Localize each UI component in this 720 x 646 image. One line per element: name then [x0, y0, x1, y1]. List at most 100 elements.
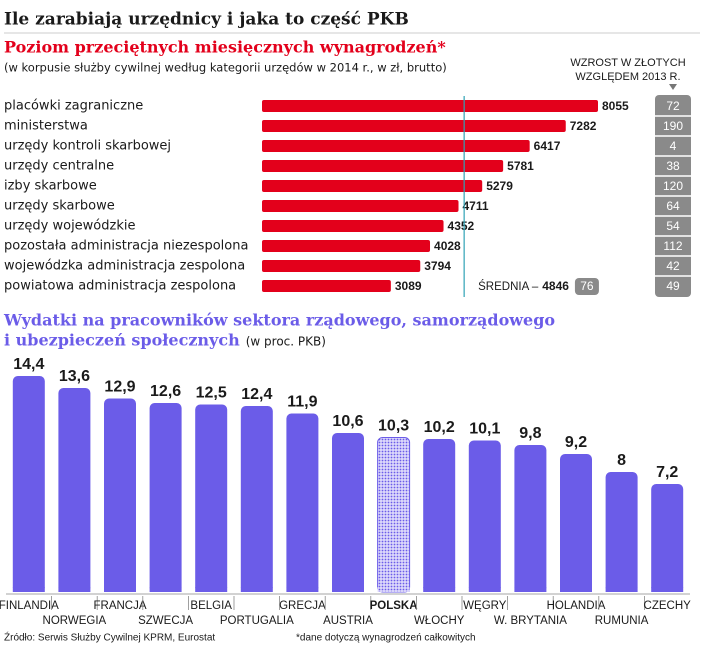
bar: [262, 120, 566, 132]
average-growth-box: [574, 278, 599, 295]
x-tick-label: NORWEGIA: [43, 615, 107, 627]
bar: [605, 472, 638, 592]
value-label: 12,6: [150, 383, 181, 400]
x-tick-label: AUSTRIA: [323, 615, 373, 627]
chart-subtitle: (w korpusie służby cywilnej według kateg…: [4, 61, 447, 75]
growth-value: 64: [666, 199, 680, 213]
growth-header: WZGLĘDEM 2013 R.: [575, 71, 680, 83]
growth-header: WZROST W ZŁOTYCH: [570, 57, 685, 69]
bar-base: [195, 587, 228, 592]
category-label: urzędy skarbowe: [4, 199, 115, 214]
value-label: 3794: [424, 259, 451, 273]
bar: [58, 388, 91, 592]
bar: [560, 454, 592, 592]
average-label: ŚREDNIA –: [478, 280, 539, 293]
value-label: 12,4: [241, 386, 272, 403]
footnote: *dane dotyczą wynagrodzeń całkowitych: [296, 633, 476, 644]
bar-base: [149, 587, 182, 592]
x-tick-label: WŁOCHY: [414, 615, 465, 627]
x-tick-label: RUMUNIA: [595, 615, 649, 627]
value-label: 4352: [448, 219, 475, 233]
value-label: 7282: [570, 119, 597, 133]
header-marker: [669, 84, 677, 90]
bar-base: [332, 587, 364, 592]
x-tick-label: HOLANDIA: [547, 600, 606, 612]
bar: [262, 240, 431, 252]
bar: [468, 440, 501, 592]
chart-title: i ubezpieczeń społecznych: [4, 331, 240, 350]
bar: [12, 376, 45, 592]
bar-base: [12, 587, 45, 592]
source: Źródło: Serwis Służby Cywilnej KPRM, Eur…: [4, 631, 215, 644]
value-label: 9,8: [519, 425, 541, 442]
bar: [262, 260, 421, 272]
value-label: 14,4: [13, 356, 44, 373]
x-tick-label: BELGIA: [190, 600, 232, 612]
x-tick-label: WĘGRY: [463, 600, 507, 612]
category-label: wojewódzka administracja zespolona: [4, 259, 245, 274]
value-label: 8055: [602, 99, 629, 113]
bar-base: [423, 587, 456, 592]
bar-base: [240, 587, 273, 592]
bar: [262, 200, 459, 212]
bar: [262, 140, 530, 152]
category-label: powiatowa administracja zespolona: [4, 279, 236, 294]
x-tick-label: FRANCJA: [93, 600, 146, 612]
chart-title: Poziom przeciętnych miesięcznych wynagro…: [4, 38, 446, 57]
value-label: 10,2: [424, 419, 455, 436]
average-value: 4846: [542, 279, 569, 293]
category-label: ministerstwa: [4, 119, 88, 134]
bar-base: [468, 587, 501, 592]
bar-base: [377, 587, 410, 592]
bar-base: [104, 587, 136, 592]
value-label: 12,5: [196, 385, 227, 402]
category-label: urzędy wojewódzkie: [4, 219, 135, 234]
value-label: 13,6: [59, 368, 90, 385]
bar: [262, 180, 483, 192]
value-label: 12,9: [104, 379, 135, 396]
bar: [423, 439, 456, 592]
value-label: 10,6: [332, 413, 363, 430]
value-label: 7,2: [656, 464, 678, 481]
bar-base: [286, 587, 319, 592]
value-label: 4711: [463, 199, 489, 213]
value-label: 6417: [534, 139, 561, 153]
bar-base: [605, 587, 638, 592]
bar-base: [58, 587, 91, 592]
growth-value: 72: [666, 99, 680, 113]
value-label: 8: [617, 452, 626, 469]
category-label: urzędy kontroli skarbowej: [4, 139, 171, 154]
bar-base: [651, 587, 684, 592]
x-tick-label: W. BRYTANIA: [494, 615, 567, 627]
bar: [286, 413, 319, 592]
x-tick-label: FINLANDIA: [0, 600, 59, 612]
bar-base: [514, 587, 547, 592]
bar: [332, 433, 364, 592]
value-label: 9,2: [565, 434, 587, 451]
value-label: 5279: [486, 179, 513, 193]
bar: [149, 403, 182, 592]
bar: [195, 404, 228, 592]
x-tick-label: PORTUGALIA: [220, 615, 294, 627]
growth-value: 190: [663, 119, 683, 133]
value-label: 4028: [434, 239, 461, 253]
value-label: 10,1: [469, 421, 500, 438]
bar-base: [560, 587, 592, 592]
bar: [514, 445, 547, 592]
chart-subtitle: (w proc. PKB): [246, 335, 326, 349]
bar: [262, 160, 504, 172]
x-tick-label: POLSKA: [370, 600, 418, 612]
bar: [104, 398, 136, 592]
category-label: izby skarbowe: [4, 179, 97, 194]
x-tick-label: CZECHY: [644, 600, 692, 612]
growth-value: 54: [666, 219, 680, 233]
average-growth: 76: [580, 279, 594, 293]
bar: [262, 220, 444, 232]
bar: [262, 280, 391, 292]
category-label: placówki zagraniczne: [4, 99, 143, 114]
category-label: urzędy centralne: [4, 159, 114, 174]
value-label: 3089: [395, 279, 422, 293]
growth-value: 112: [663, 239, 682, 253]
growth-value: 42: [666, 259, 680, 273]
x-tick-label: SZWECJA: [138, 615, 193, 627]
